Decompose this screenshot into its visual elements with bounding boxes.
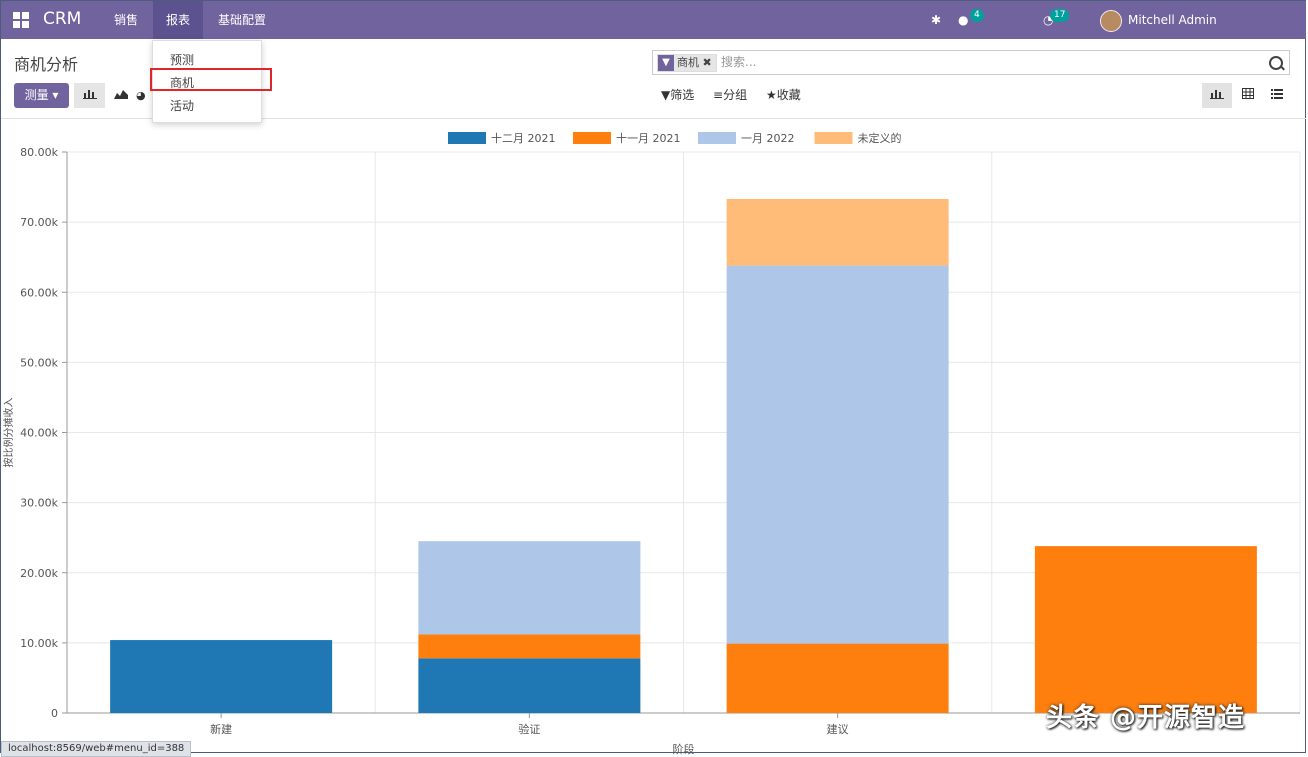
bar-chart-button[interactable] <box>74 83 106 108</box>
favorites-button[interactable]: ★收藏 <box>766 84 801 106</box>
bar-segment <box>726 643 949 713</box>
group-by-label: 分组 <box>723 88 748 102</box>
measure-label: 测量 <box>24 88 49 102</box>
bar-segment <box>418 658 641 713</box>
legend-swatch <box>814 132 853 144</box>
top-navbar: CRM 销售 报表 基础配置 ✱ ● 4 ◔ 17 Mitchell Admin… <box>1 1 1306 65</box>
y-tick-label: 80.00k <box>20 146 58 159</box>
filters-button[interactable]: ▼筛选 <box>661 84 694 106</box>
area-chart-icon <box>114 90 128 99</box>
y-tick-label: 10.00k <box>20 637 58 650</box>
bar-chart-icon <box>83 90 97 99</box>
legend-label: 一月 2022 <box>741 132 795 145</box>
y-tick-label: 70.00k <box>20 216 58 229</box>
dropdown-item-pipeline[interactable]: 商机 <box>170 76 195 90</box>
highlight-box <box>150 68 272 91</box>
bar-segment <box>726 265 949 644</box>
y-axis-label: 按比例分摊收入 <box>2 398 15 468</box>
control-panel-divider <box>1 118 1306 119</box>
activities-icon[interactable]: ◔ <box>1043 13 1054 27</box>
graph-view-switch[interactable] <box>1202 83 1232 108</box>
search-bar[interactable]: ▼ 商机 ✖ 搜索... <box>652 50 1290 75</box>
y-tick-label: 20.00k <box>20 567 58 580</box>
list-icon <box>1271 89 1283 99</box>
bar-segment <box>418 541 641 635</box>
legend-label: 未定义的 <box>858 131 902 145</box>
pivot-table-icon <box>1242 88 1254 99</box>
menu-sales[interactable]: 销售 <box>114 13 139 27</box>
user-menu[interactable]: Mitchell Admin (O15_Comm01) <box>1128 13 1222 65</box>
caret-down-icon: ▾ <box>52 88 59 102</box>
legend-swatch <box>573 132 611 144</box>
bar-segment <box>110 640 333 713</box>
line-chart-button[interactable] <box>105 83 137 108</box>
bar-segment <box>726 198 949 266</box>
group-by-button[interactable]: ≡分组 <box>713 84 747 106</box>
y-tick-label: 50.00k <box>20 356 58 369</box>
filters-label: 筛选 <box>670 88 695 102</box>
dropdown-item-forecast[interactable]: 预测 <box>170 53 195 67</box>
favorites-label: 收藏 <box>776 88 801 102</box>
legend-swatch <box>698 132 736 144</box>
dropdown-item-activities[interactable]: 活动 <box>170 99 195 113</box>
y-tick-label: 60.00k <box>20 286 58 299</box>
stacked-bar-chart: 0 10.00k 20.00k 30.00k 40.00k 50.00k 60.00k 70.… <box>2 131 1301 755</box>
activities-badge: 17 <box>1050 9 1070 22</box>
graph-view-icon <box>1210 90 1224 99</box>
y-tick-label: 40.00k <box>20 427 58 440</box>
user-avatar[interactable] <box>1100 10 1122 32</box>
search-input[interactable]: 搜索... <box>721 55 757 69</box>
messages-badge: 4 <box>970 9 984 22</box>
x-axis-label: 阶段 <box>673 742 695 755</box>
y-tick-label: 30.00k <box>20 497 58 510</box>
search-facet[interactable]: ▼ 商机 ✖ <box>657 54 717 72</box>
bar-segment <box>1034 546 1257 713</box>
pie-chart-icon: ◕ <box>136 89 146 102</box>
list-view-switch[interactable] <box>1262 83 1292 108</box>
reporting-dropdown: 预测 商机 活动 <box>152 40 262 123</box>
legend-swatch <box>448 132 486 144</box>
x-tick-label: 建议 <box>827 722 849 736</box>
app-brand[interactable]: CRM <box>43 9 82 29</box>
menu-reporting[interactable]: 报表 <box>153 1 204 39</box>
bar-segment <box>418 634 641 659</box>
page-title: 商机分析 <box>14 55 79 74</box>
x-tick-label: 验证 <box>518 722 540 736</box>
debug-bug-icon[interactable]: ✱ <box>931 13 942 27</box>
watermark: 头条 @开源智造 <box>1046 703 1246 733</box>
messages-icon[interactable]: ● <box>958 13 969 27</box>
facet-label: 商机 <box>677 56 699 69</box>
pivot-view-switch[interactable] <box>1233 83 1263 108</box>
filter-funnel-icon: ▼ <box>661 88 671 102</box>
measure-button[interactable]: 测量 ▾ <box>14 83 69 108</box>
legend-label: 十二月 2021 <box>491 131 556 145</box>
legend-label: 十一月 2021 <box>616 131 681 145</box>
search-icon[interactable] <box>1269 56 1283 70</box>
y-tick-label: 0 <box>51 707 58 720</box>
facet-remove-icon[interactable]: ✖ <box>702 56 712 69</box>
menu-configuration[interactable]: 基础配置 <box>218 13 267 27</box>
pie-chart-button[interactable]: ◕ <box>136 83 150 108</box>
x-tick-label: 新建 <box>210 722 232 736</box>
apps-menu-icon[interactable] <box>13 12 29 28</box>
filter-icon: ▼ <box>658 55 674 71</box>
group-bars-icon: ≡ <box>713 88 724 102</box>
star-icon: ★ <box>766 88 777 102</box>
